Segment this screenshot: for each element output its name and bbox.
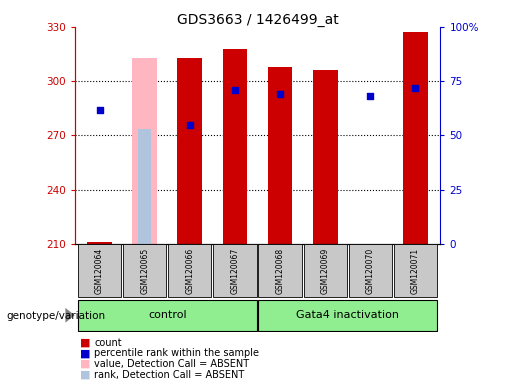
Text: GSM120068: GSM120068: [276, 248, 285, 294]
Bar: [403, 32, 428, 244]
Text: GSM120069: GSM120069: [321, 248, 330, 294]
Bar: [132, 58, 157, 244]
Text: genotype/variation: genotype/variation: [6, 311, 105, 321]
FancyBboxPatch shape: [349, 244, 392, 297]
FancyBboxPatch shape: [259, 244, 302, 297]
Text: GSM120071: GSM120071: [411, 248, 420, 294]
Text: value, Detection Call = ABSENT: value, Detection Call = ABSENT: [94, 359, 249, 369]
Text: GSM120067: GSM120067: [230, 248, 239, 294]
Bar: [268, 67, 293, 244]
Point: [186, 121, 194, 127]
FancyBboxPatch shape: [259, 300, 437, 331]
FancyBboxPatch shape: [213, 244, 256, 297]
Text: GSM120066: GSM120066: [185, 248, 194, 294]
Point: [95, 107, 104, 113]
Text: Gata4 inactivation: Gata4 inactivation: [296, 310, 399, 320]
Bar: [87, 242, 112, 244]
Text: ■: ■: [80, 338, 90, 348]
Bar: [222, 49, 247, 244]
FancyBboxPatch shape: [394, 244, 437, 297]
Polygon shape: [65, 308, 75, 323]
Text: ■: ■: [80, 348, 90, 358]
Bar: [139, 129, 151, 244]
Text: count: count: [94, 338, 122, 348]
FancyBboxPatch shape: [303, 244, 347, 297]
FancyBboxPatch shape: [78, 300, 256, 331]
FancyBboxPatch shape: [168, 244, 212, 297]
Text: ■: ■: [80, 359, 90, 369]
FancyBboxPatch shape: [78, 244, 121, 297]
Text: GSM120064: GSM120064: [95, 248, 104, 294]
Text: control: control: [148, 310, 186, 320]
Point: [231, 87, 239, 93]
Text: GSM120065: GSM120065: [140, 248, 149, 294]
Bar: [313, 70, 338, 244]
Text: GSM120070: GSM120070: [366, 248, 375, 294]
Text: ■: ■: [80, 370, 90, 380]
Point: [276, 91, 284, 97]
Text: rank, Detection Call = ABSENT: rank, Detection Call = ABSENT: [94, 370, 245, 380]
Point: [366, 93, 374, 99]
FancyBboxPatch shape: [123, 244, 166, 297]
Bar: [177, 58, 202, 244]
Text: GDS3663 / 1426499_at: GDS3663 / 1426499_at: [177, 13, 338, 27]
Point: [411, 85, 420, 91]
Text: percentile rank within the sample: percentile rank within the sample: [94, 348, 259, 358]
